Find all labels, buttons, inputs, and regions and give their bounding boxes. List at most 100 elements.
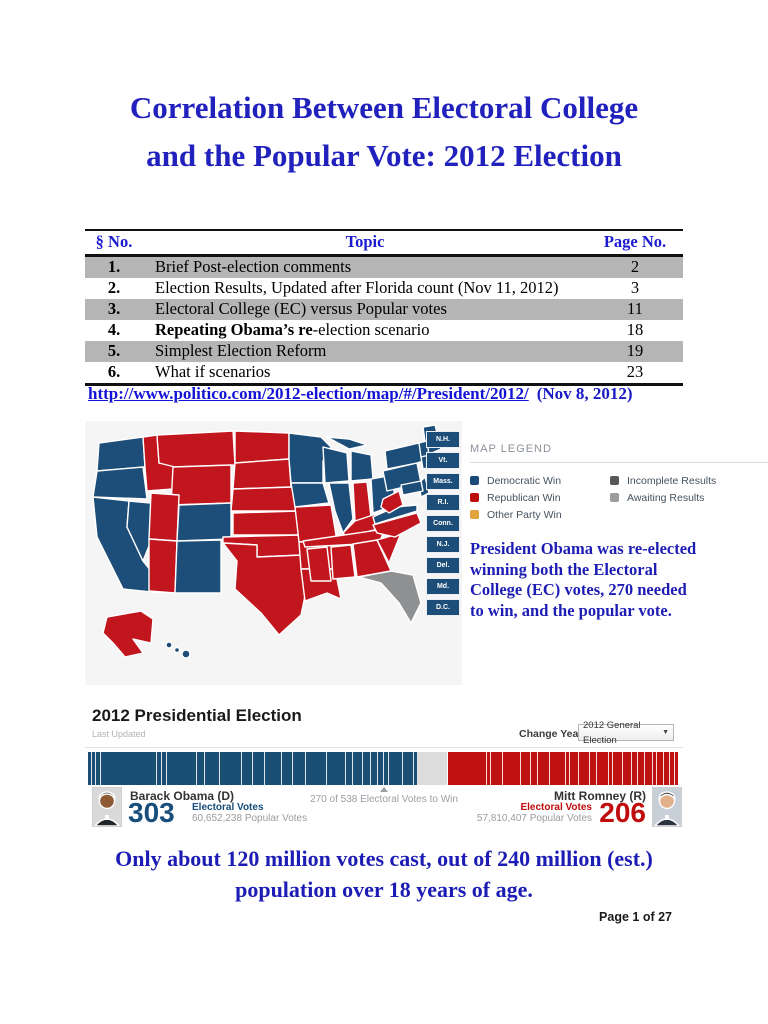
dem-ev-label: Electoral Votes xyxy=(192,802,264,813)
state-chip-del[interactable]: Del. xyxy=(426,557,460,574)
ec-bar-segment xyxy=(530,752,538,785)
state-chip-dc[interactable]: D.C. xyxy=(426,599,460,616)
ec-bar-segment xyxy=(491,752,504,785)
ec-bar-segment xyxy=(612,752,623,785)
dem-candidate-name: Barack Obama (D) xyxy=(130,789,235,803)
romney-photo xyxy=(652,787,682,827)
state-chip-vt[interactable]: Vt. xyxy=(426,452,460,469)
ec-bar-segment xyxy=(362,752,371,785)
toc-row-page: 2 xyxy=(630,257,640,276)
votes-cast-line2: population over 18 years of age. xyxy=(235,877,533,902)
toc-topic-bold: Repeating Obama’s re xyxy=(155,320,313,339)
ec-bar-segment xyxy=(281,752,293,785)
ec-bar-segment xyxy=(569,752,579,785)
state-chip-nj[interactable]: N.J. xyxy=(426,536,460,553)
ec-bar-segment xyxy=(241,752,253,785)
dem-popular-votes: 60,652,238 Popular Votes xyxy=(192,813,308,824)
us-electoral-map[interactable]: N.H. Vt. Mass. R.I. Conn. N.J. Del. Md. … xyxy=(85,421,462,685)
rep-electoral-votes: 206 xyxy=(599,797,646,828)
map-legend: MAP LEGEND Democratic Win Republican Win… xyxy=(470,443,768,523)
state-chip-md[interactable]: Md. xyxy=(426,578,460,595)
toc-header-page: Page No. xyxy=(587,229,683,257)
ec-bar-segment xyxy=(503,752,521,785)
republican-swatch-icon xyxy=(470,493,479,502)
toc-topic-text: Election Results, Updated after Florida … xyxy=(155,278,559,297)
ec-bar-segment xyxy=(378,752,385,785)
ec-bar-segment xyxy=(345,752,353,785)
ec-threshold-marker-wrap xyxy=(88,787,678,793)
ec-bar-segment xyxy=(88,752,93,785)
change-year-label: Change Year xyxy=(519,728,583,740)
east-state-labels: N.H. Vt. Mass. R.I. Conn. N.J. Del. Md. … xyxy=(426,431,460,620)
ec-bar-segment xyxy=(370,752,378,785)
ec-bar-segment xyxy=(537,752,550,785)
politico-link[interactable]: http://www.politico.com/2012-election/ma… xyxy=(88,384,529,403)
toc-row-topic: Brief Post-election comments xyxy=(143,256,587,279)
rep-popular-votes: 57,810,407 Popular Votes xyxy=(476,813,592,824)
toc-row-page: 3 xyxy=(630,278,640,297)
toc-topic-text: -election scenario xyxy=(312,320,430,339)
votes-cast-line1: Only about 120 million votes cast, out o… xyxy=(115,846,653,871)
ec-bar-segment xyxy=(596,752,609,785)
ec-bar-segment xyxy=(669,752,675,785)
obama-photo xyxy=(92,787,122,827)
dem-electoral-votes: 303 xyxy=(128,797,175,828)
legend-label: Democratic Win xyxy=(487,474,562,487)
ec-bar-segment xyxy=(565,752,570,785)
widget-divider xyxy=(85,747,683,748)
ec-bar-segment xyxy=(418,752,449,785)
map-legend-title: MAP LEGEND xyxy=(470,443,768,463)
toc-topic-text: Simplest Election Reform xyxy=(155,341,327,360)
legend-label: Incomplete Results xyxy=(627,474,717,487)
ec-bar-segment xyxy=(589,752,597,785)
ec-bar-segment xyxy=(414,752,419,785)
toc-row-page: 11 xyxy=(627,299,643,318)
source-date-note: (Nov 8, 2012) xyxy=(536,384,633,403)
table-row: 2. Election Results, Updated after Flori… xyxy=(85,278,683,299)
toc-row-topic: Electoral College (EC) versus Popular vo… xyxy=(143,299,587,320)
state-chip-ri[interactable]: R.I. xyxy=(426,494,460,511)
source-line: http://www.politico.com/2012-election/ma… xyxy=(88,384,633,404)
ec-bar-segment xyxy=(520,752,531,785)
table-row: 3. Electoral College (EC) versus Popular… xyxy=(85,299,683,320)
legend-item-other: Other Party Win xyxy=(470,506,610,523)
widget-title: 2012 Presidential Election xyxy=(92,706,302,725)
ec-bar-segment xyxy=(96,752,102,785)
toc-row-no: 4. xyxy=(107,320,121,339)
chevron-down-icon: ▼ xyxy=(662,729,669,736)
page-title-line1: Correlation Between Electoral College xyxy=(129,90,639,125)
votes-cast-note: Only about 120 million votes cast, out o… xyxy=(0,843,768,905)
toc-row-no: 3. xyxy=(107,299,121,318)
ec-bar-segment xyxy=(578,752,590,785)
ec-bar-segment xyxy=(205,752,221,785)
democratic-swatch-icon xyxy=(470,476,479,485)
ec-bar xyxy=(88,752,679,785)
state-chip-nh[interactable]: N.H. xyxy=(426,431,460,448)
toc-row-no: 5. xyxy=(107,341,121,360)
toc-header-topic: Topic xyxy=(143,229,587,257)
state-chip-mass[interactable]: Mass. xyxy=(426,473,460,490)
ec-bar-segment xyxy=(608,752,613,785)
ec-bar-segment xyxy=(101,752,158,785)
table-row: 4. Repeating Obama’s re-election scenari… xyxy=(85,320,683,341)
legend-item-incomplete: Incomplete Results xyxy=(610,472,716,489)
toc-row-page: 23 xyxy=(587,362,683,386)
other-party-swatch-icon xyxy=(470,510,479,519)
year-select-dropdown[interactable]: 2012 General Election ▼ xyxy=(578,720,674,746)
ec-bar-segment xyxy=(292,752,306,785)
table-row: 1. Brief Post-election comments 2 xyxy=(85,255,683,279)
toc-row-page: 18 xyxy=(626,320,644,339)
toc-topic-text: Brief Post-election comments xyxy=(155,257,352,276)
state-chip-conn[interactable]: Conn. xyxy=(426,515,460,532)
toc-header-no: § No. xyxy=(85,229,143,257)
legend-item-awaiting: Awaiting Results xyxy=(610,489,716,506)
ec-bar-segment xyxy=(220,752,242,785)
legend-label: Other Party Win xyxy=(487,508,562,521)
obama-reelected-note: President Obama was re-elected winning b… xyxy=(470,539,697,620)
ec-bar-segment xyxy=(157,752,163,785)
page-number: Page 1 of 27 xyxy=(599,910,672,924)
toc-table: § No. Topic Page No. 1. Brief Post-elect… xyxy=(85,229,683,386)
ec-bar-segment xyxy=(675,752,679,785)
toc-row-page: 19 xyxy=(626,341,644,360)
